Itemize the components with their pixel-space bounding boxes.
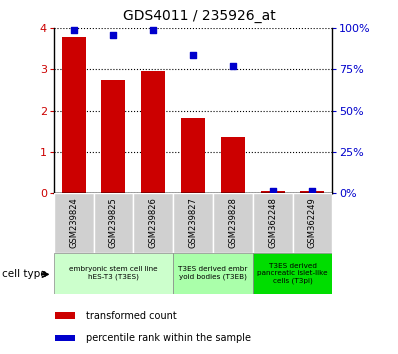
Bar <box>293 193 332 253</box>
Bar <box>173 253 253 294</box>
Bar <box>173 193 213 253</box>
Point <box>110 32 117 38</box>
Point <box>190 52 196 57</box>
Text: T3ES derived embr
yoid bodies (T3EB): T3ES derived embr yoid bodies (T3EB) <box>178 267 248 280</box>
Bar <box>253 193 293 253</box>
Bar <box>62 36 86 193</box>
Text: GSM239826: GSM239826 <box>149 198 158 249</box>
Bar <box>221 137 245 193</box>
Bar <box>300 191 324 193</box>
Bar <box>54 253 173 294</box>
Bar <box>253 253 332 294</box>
Point <box>269 188 276 194</box>
Text: GDS4011 / 235926_at: GDS4011 / 235926_at <box>123 9 275 23</box>
Text: GSM362249: GSM362249 <box>308 198 317 249</box>
Text: GSM239825: GSM239825 <box>109 198 118 249</box>
Text: GSM239827: GSM239827 <box>189 198 197 249</box>
Bar <box>141 71 165 193</box>
Text: transformed count: transformed count <box>86 310 176 321</box>
Text: cell type: cell type <box>2 269 47 279</box>
Point <box>70 27 77 33</box>
Bar <box>94 193 133 253</box>
Bar <box>55 335 76 341</box>
Bar <box>101 80 125 193</box>
Bar <box>133 193 173 253</box>
Bar <box>213 193 253 253</box>
Text: percentile rank within the sample: percentile rank within the sample <box>86 333 251 343</box>
Text: T3ES derived
pancreatic islet-like
cells (T3pi): T3ES derived pancreatic islet-like cells… <box>257 263 328 284</box>
Text: GSM239824: GSM239824 <box>69 198 78 249</box>
Point <box>150 27 156 33</box>
Bar <box>55 313 76 319</box>
Bar <box>54 193 94 253</box>
Point <box>230 63 236 69</box>
Text: embryonic stem cell line
hES-T3 (T3ES): embryonic stem cell line hES-T3 (T3ES) <box>69 267 158 280</box>
Text: GSM362248: GSM362248 <box>268 198 277 249</box>
Bar <box>181 118 205 193</box>
Text: GSM239828: GSM239828 <box>228 198 237 249</box>
Bar <box>261 191 285 193</box>
Point <box>309 188 316 194</box>
